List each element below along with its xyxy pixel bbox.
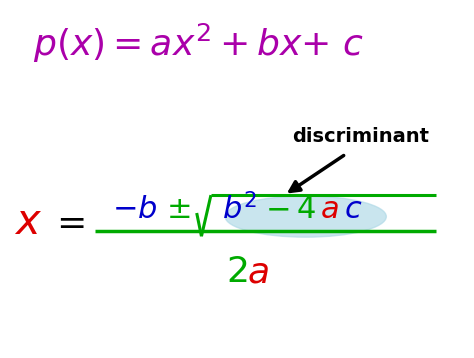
- Text: $\mathit{c}$: $\mathit{c}$: [344, 195, 362, 224]
- Text: $\mathit{p(x) = ax^2 + bx{+}\ c}$: $\mathit{p(x) = ax^2 + bx{+}\ c}$: [34, 21, 365, 64]
- Text: $\mathit{a}$: $\mathit{a}$: [320, 195, 339, 224]
- Text: $=$: $=$: [49, 205, 84, 239]
- Text: $2$: $2$: [226, 255, 248, 289]
- Text: $\mathit{x}$: $\mathit{x}$: [14, 201, 43, 243]
- Text: discriminant: discriminant: [292, 126, 429, 146]
- Text: $4$: $4$: [296, 195, 316, 224]
- Text: $\mathit{-b}$: $\mathit{-b}$: [112, 195, 158, 224]
- Text: $\mathit{b^2}$: $\mathit{b^2}$: [222, 193, 257, 226]
- Text: $-$: $-$: [265, 195, 290, 224]
- Text: $\mathit{a}$: $\mathit{a}$: [247, 255, 269, 289]
- Ellipse shape: [225, 196, 386, 237]
- Text: $\pm$: $\pm$: [165, 195, 190, 224]
